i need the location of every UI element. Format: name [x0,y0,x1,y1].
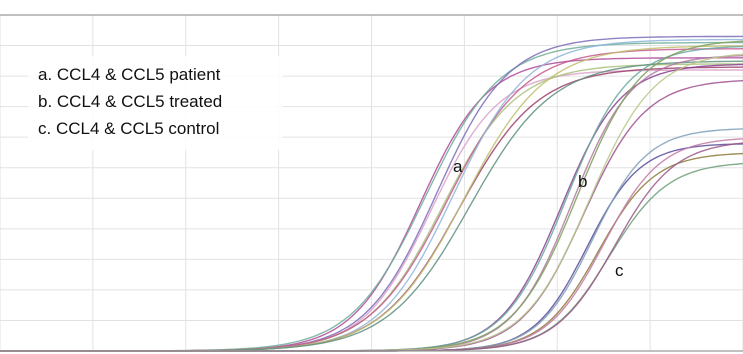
legend-entry-c: c. CCL4 & CCL5 control [38,119,219,138]
curve-label-b: b [578,172,587,191]
legend-entry-b: b. CCL4 & CCL5 treated [38,92,222,111]
legend-background [28,56,283,150]
legend: a. CCL4 & CCL5 patient b. CCL4 & CCL5 tr… [28,56,283,150]
curve-label-a: a [453,157,463,176]
legend-entry-a: a. CCL4 & CCL5 patient [38,65,221,84]
curve-label-c: c [615,261,624,280]
curve-labels: a b c [453,157,624,280]
